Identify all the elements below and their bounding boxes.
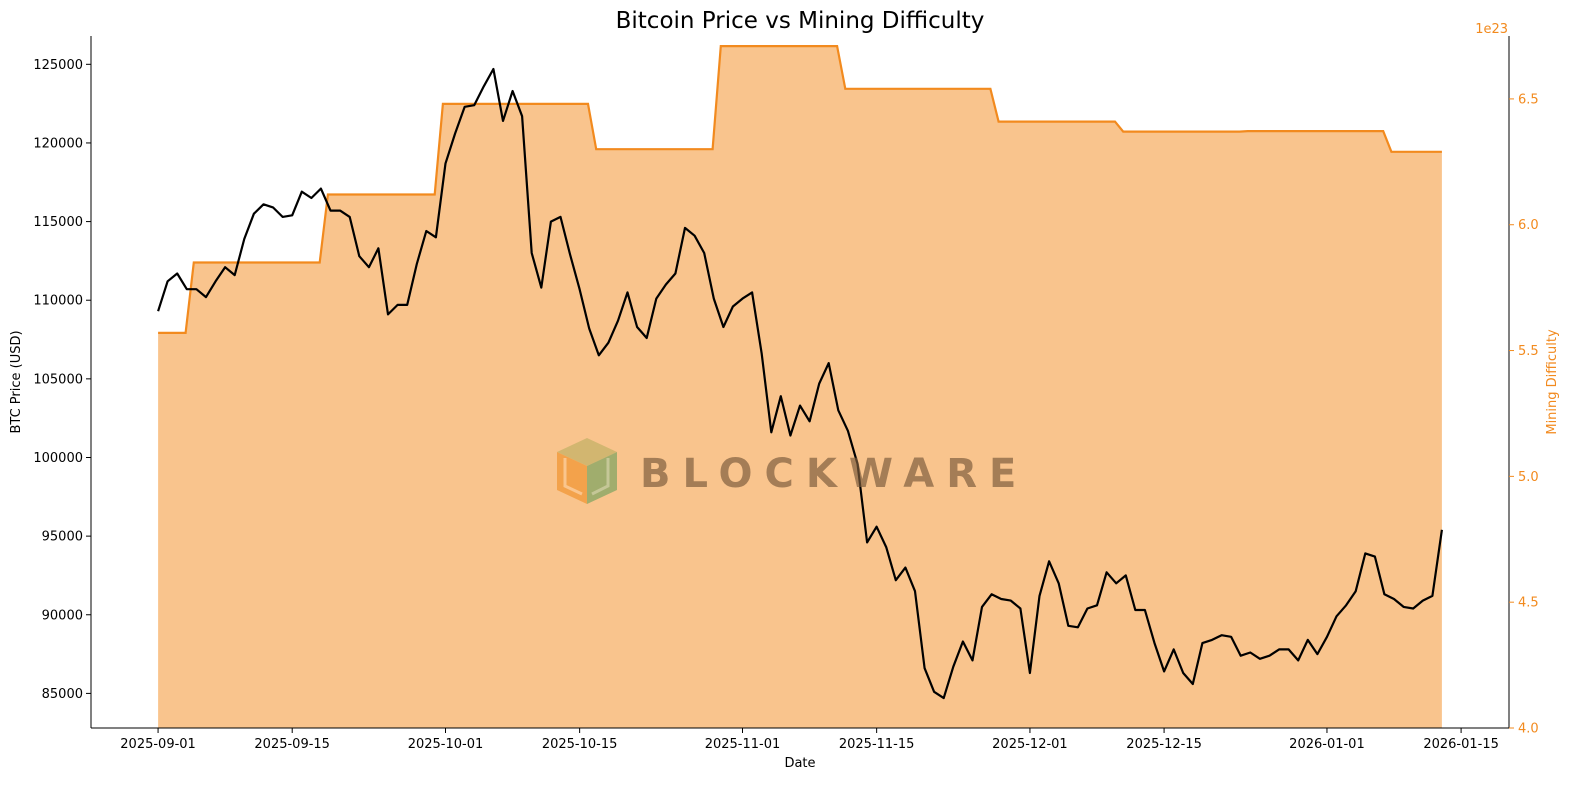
x-axis-ticks: 2025-09-01 2025-09-15 2025-10-01 2025-10-15… bbox=[120, 728, 1499, 752]
y-right-tick-label: 4.0 bbox=[1518, 722, 1539, 737]
x-tick-label: 2025-10-01 bbox=[408, 737, 484, 752]
x-tick-label: 2025-09-01 bbox=[120, 737, 196, 752]
difficulty-area-layer bbox=[158, 44, 1442, 729]
x-tick-label: 2025-11-01 bbox=[705, 737, 781, 752]
difficulty-area bbox=[158, 46, 1442, 729]
watermark: BLOCKWARE bbox=[557, 438, 1028, 504]
price-line-layer bbox=[157, 67, 1443, 700]
y-right-axis-exponent: 1e23 bbox=[1475, 22, 1508, 37]
x-tick-label: 2025-11-15 bbox=[839, 737, 915, 752]
y-right-tick-label: 5.5 bbox=[1518, 344, 1539, 359]
watermark-text: BLOCKWARE bbox=[640, 451, 1028, 497]
y-right-axis-label: Mining Difficulty bbox=[1545, 329, 1560, 435]
x-tick-label: 2025-09-15 bbox=[254, 737, 330, 752]
difficulty-line bbox=[158, 44, 1442, 334]
x-axis-label: Date bbox=[784, 756, 815, 771]
y-tick-label: 90000 bbox=[42, 608, 83, 623]
chart-title: Bitcoin Price vs Mining Difficulty bbox=[616, 8, 985, 34]
y-tick-label: 110000 bbox=[33, 294, 83, 309]
y-tick-label: 120000 bbox=[33, 136, 83, 151]
blockware-logo-icon bbox=[557, 438, 617, 504]
x-tick-label: 2025-10-15 bbox=[542, 737, 618, 752]
price-line bbox=[157, 67, 1443, 700]
y-tick-label: 100000 bbox=[33, 451, 83, 466]
x-tick-label: 2025-12-15 bbox=[1126, 737, 1202, 752]
x-tick-label: 2026-01-15 bbox=[1423, 737, 1499, 752]
x-tick-label: 2026-01-01 bbox=[1289, 737, 1365, 752]
x-tick-label: 2025-12-01 bbox=[992, 737, 1068, 752]
y-axis-ticks: 85000 90000 95000 100000 105000 110000 115000 1… bbox=[33, 58, 91, 702]
y-right-tick-label: 6.5 bbox=[1518, 92, 1539, 107]
y-tick-label: 95000 bbox=[42, 530, 83, 545]
y-axis-label: BTC Price (USD) bbox=[9, 330, 24, 433]
y-tick-label: 115000 bbox=[33, 215, 83, 230]
y-right-axis-ticks: 4.0 4.5 5.0 5.5 6.0 6.5 bbox=[1509, 92, 1539, 737]
y-right-tick-label: 4.5 bbox=[1518, 596, 1539, 611]
y-tick-label: 105000 bbox=[33, 372, 83, 387]
y-right-tick-label: 6.0 bbox=[1518, 218, 1539, 233]
y-tick-label: 85000 bbox=[42, 687, 83, 702]
axes: 2025-09-01 2025-09-15 2025-10-01 2025-10-15… bbox=[33, 36, 1539, 752]
y-right-tick-label: 5.0 bbox=[1518, 470, 1539, 485]
y-tick-label: 125000 bbox=[33, 58, 83, 73]
